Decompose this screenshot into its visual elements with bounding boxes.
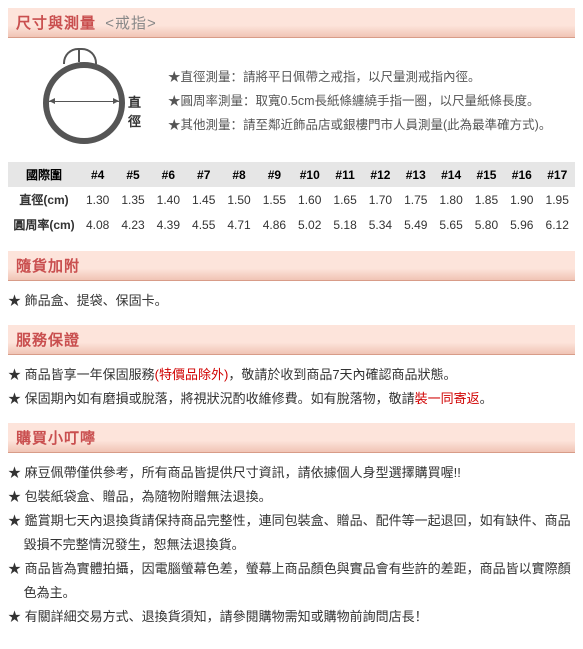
row-header: 直徑(cm) xyxy=(8,187,80,212)
ring-diagram: 直徑 xyxy=(8,48,138,148)
text: 保固期內如有磨損或脫落，將視狀況酌收維修費。如有脫落物，敬請 xyxy=(25,391,415,406)
cell: 4.23 xyxy=(115,212,150,237)
cell: 1.55 xyxy=(257,187,292,212)
cell: 4.08 xyxy=(80,212,115,237)
cell: 1.40 xyxy=(151,187,186,212)
cell: 1.90 xyxy=(504,187,539,212)
col-header: #4 xyxy=(80,162,115,187)
section-title: 購買小叮嚀 xyxy=(16,430,96,447)
cell: 1.70 xyxy=(363,187,398,212)
section-header-notice: 購買小叮嚀 xyxy=(8,423,575,453)
col-header: #6 xyxy=(151,162,186,187)
section-subtitle: <戒指> xyxy=(105,15,157,32)
text: 。 xyxy=(480,391,493,406)
cell: 4.86 xyxy=(257,212,292,237)
section-header-warranty: 服務保證 xyxy=(8,325,575,355)
notice-list: 麻豆佩帶僅供參考，所有商品皆提供尺寸資訊，請依據個人身型選擇購買喔!! 包裝紙袋… xyxy=(8,461,575,629)
cell: 4.71 xyxy=(221,212,256,237)
cell: 5.18 xyxy=(327,212,362,237)
table-row: 圓周率(cm) 4.08 4.23 4.39 4.55 4.71 4.86 5.… xyxy=(8,212,575,237)
cell: 1.80 xyxy=(433,187,468,212)
list-item: 保固期內如有磨損或脫落，將視狀況酌收維修費。如有脫落物，敬請裝一同寄返。 xyxy=(8,387,575,411)
col-header: #15 xyxy=(469,162,504,187)
list-item: 商品皆享一年保固服務(特價品除外)，敬請於收到商品7天內確認商品狀態。 xyxy=(8,363,575,387)
cell: 4.39 xyxy=(151,212,186,237)
note-line: ★其他測量：請至鄰近飾品店或銀樓門市人員測量(此為最準確方式)。 xyxy=(168,114,551,138)
note-line: ★圓周率測量：取寬0.5cm長紙條纏繞手指一圈，以尺量紙條長度。 xyxy=(168,90,551,114)
col-header: #12 xyxy=(363,162,398,187)
ring-measurement-row: 直徑 ★直徑測量：請將平日佩帶之戒指，以尺量測戒指內徑。 ★圓周率測量：取寬0.… xyxy=(8,48,575,148)
col-header: #14 xyxy=(433,162,468,187)
cell: 1.75 xyxy=(398,187,433,212)
cell: 1.60 xyxy=(292,187,327,212)
col-header: #9 xyxy=(257,162,292,187)
col-header: #13 xyxy=(398,162,433,187)
size-table: 國際圍 #4 #5 #6 #7 #8 #9 #10 #11 #12 #13 #1… xyxy=(8,162,575,237)
text: 商品皆享一年保固服務 xyxy=(25,367,155,382)
list-item: 包裝紙袋盒、贈品，為隨物附贈無法退換。 xyxy=(8,485,575,509)
col-header: #8 xyxy=(221,162,256,187)
section-title: 服務保證 xyxy=(16,332,80,349)
text-red: 裝一同寄返 xyxy=(415,391,480,406)
cell: 1.45 xyxy=(186,187,221,212)
text: ，敬請於收到商品7天內確認商品狀態。 xyxy=(228,367,456,382)
list-item: 有關詳細交易方式、退換貨須知，請參閱購物需知或購物前詢問店長！ xyxy=(8,605,575,629)
cell: 1.50 xyxy=(221,187,256,212)
cell: 1.65 xyxy=(327,187,362,212)
cell: 5.80 xyxy=(469,212,504,237)
col-header: #17 xyxy=(539,162,575,187)
list-item: 鑑賞期七天內退換貨請保持商品完整性，連同包裝盒、贈品、配件等一起退回，如有缺件、… xyxy=(8,509,575,557)
cell: 5.49 xyxy=(398,212,433,237)
list-item: 商品皆為實體拍攝，因電腦螢幕色差，螢幕上商品顏色與實品會有些許的差距，商品皆以實… xyxy=(8,557,575,605)
table-row: 直徑(cm) 1.30 1.35 1.40 1.45 1.50 1.55 1.6… xyxy=(8,187,575,212)
cell: 1.85 xyxy=(469,187,504,212)
table-header-row: 國際圍 #4 #5 #6 #7 #8 #9 #10 #11 #12 #13 #1… xyxy=(8,162,575,187)
list-item: 麻豆佩帶僅供參考，所有商品皆提供尺寸資訊，請依據個人身型選擇購買喔!! xyxy=(8,461,575,485)
section-title: 隨貨加附 xyxy=(16,258,80,275)
col-header: #5 xyxy=(115,162,150,187)
col-header: #16 xyxy=(504,162,539,187)
measurement-notes: ★直徑測量：請將平日佩帶之戒指，以尺量測戒指內徑。 ★圓周率測量：取寬0.5cm… xyxy=(168,48,551,137)
note-line: ★直徑測量：請將平日佩帶之戒指，以尺量測戒指內徑。 xyxy=(168,66,551,90)
warranty-list: 商品皆享一年保固服務(特價品除外)，敬請於收到商品7天內確認商品狀態。 保固期內… xyxy=(8,363,575,411)
col-header: #10 xyxy=(292,162,327,187)
row-header: 圓周率(cm) xyxy=(8,212,80,237)
cell: 1.30 xyxy=(80,187,115,212)
cell: 1.35 xyxy=(115,187,150,212)
section-header-size: 尺寸與測量 <戒指> xyxy=(8,8,575,38)
diameter-label: 直徑 xyxy=(128,92,141,130)
row-header: 國際圍 xyxy=(8,162,80,187)
col-header: #11 xyxy=(327,162,362,187)
section-header-addon: 隨貨加附 xyxy=(8,251,575,281)
text-red: (特價品除外) xyxy=(155,367,229,382)
cell: 6.12 xyxy=(539,212,575,237)
cell: 5.02 xyxy=(292,212,327,237)
cell: 4.55 xyxy=(186,212,221,237)
section-title: 尺寸與測量 xyxy=(16,15,96,32)
diameter-arrow-icon xyxy=(49,101,119,102)
cell: 5.96 xyxy=(504,212,539,237)
list-item: 飾品盒、提袋、保固卡。 xyxy=(8,289,575,313)
cell: 5.34 xyxy=(363,212,398,237)
col-header: #7 xyxy=(186,162,221,187)
addon-list: 飾品盒、提袋、保固卡。 xyxy=(8,289,575,313)
cell: 1.95 xyxy=(539,187,575,212)
cell: 5.65 xyxy=(433,212,468,237)
